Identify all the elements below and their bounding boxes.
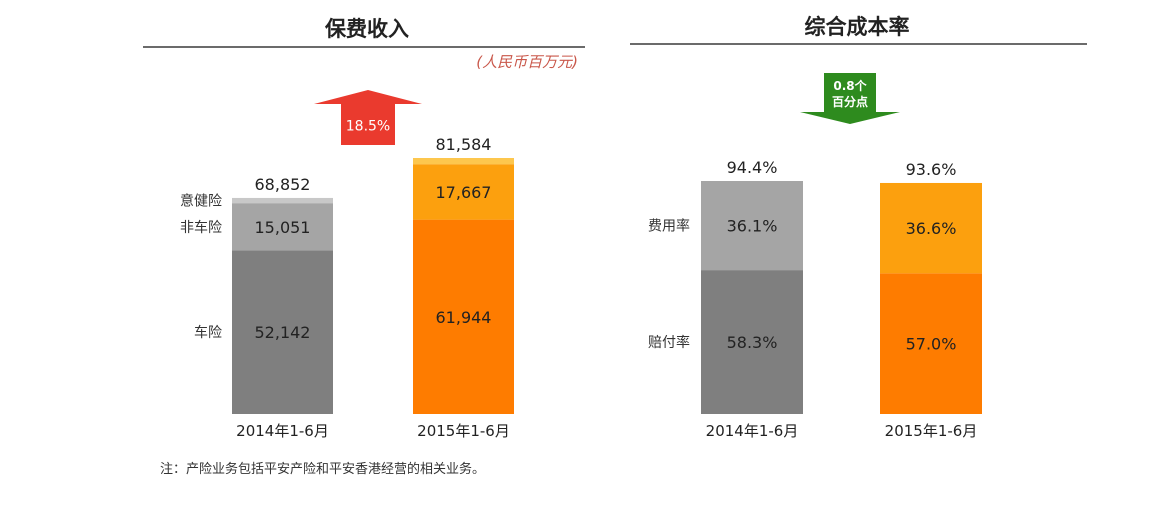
- segment-label: 17,667: [436, 183, 492, 202]
- bar-segment-2-2: [880, 182, 982, 274]
- segment-label: 36.6%: [906, 219, 957, 238]
- series-label: 非车险: [180, 219, 222, 236]
- total-label: 93.6%: [906, 160, 957, 179]
- bar-segment-2-2: [413, 164, 514, 220]
- series-label: 赔付率: [648, 334, 690, 351]
- bar-segment-1-1: [232, 250, 333, 414]
- segment-label: 36.1%: [727, 217, 778, 236]
- bar-segment-2-3: [413, 158, 514, 165]
- category-label: 2015年1-6月: [417, 422, 510, 440]
- bar-segment-2-1: [413, 219, 514, 414]
- chart-title: 综合成本率: [805, 15, 910, 39]
- series-label: 意健险: [180, 193, 222, 210]
- series-label: 车险: [194, 324, 222, 341]
- bar-segment-1-3: [232, 197, 333, 204]
- arrow-label: 0.8个: [833, 78, 867, 93]
- category-label: 2015年1-6月: [885, 422, 978, 440]
- arrow-label: 18.5%: [346, 119, 390, 135]
- bar-segment-1-2: [232, 203, 333, 251]
- segment-label: 61,944: [436, 308, 492, 327]
- segment-label: 57.0%: [906, 335, 957, 354]
- unit-label: (人民币百万元): [476, 53, 578, 71]
- bar-segment-2-1: [880, 273, 982, 414]
- bar-segment-1-1: [701, 270, 803, 414]
- up-arrow-icon: [314, 90, 422, 145]
- segment-label: 52,142: [255, 323, 311, 342]
- footnote: 注：产险业务包括平安产险和平安香港经营的相关业务。: [160, 462, 486, 477]
- total-label: 81,584: [436, 135, 492, 154]
- category-label: 2014年1-6月: [236, 422, 329, 440]
- segment-label: 58.3%: [727, 333, 778, 352]
- series-label: 费用率: [648, 218, 690, 235]
- arrow-label: 百分点: [832, 94, 868, 109]
- segment-label: 15,051: [255, 218, 311, 237]
- total-label: 94.4%: [727, 158, 778, 177]
- chart-title: 保费收入: [324, 17, 409, 41]
- category-label: 2014年1-6月: [706, 422, 799, 440]
- total-label: 68,852: [255, 175, 311, 194]
- down-arrow-icon: [800, 73, 900, 124]
- bar-segment-1-2: [701, 181, 803, 271]
